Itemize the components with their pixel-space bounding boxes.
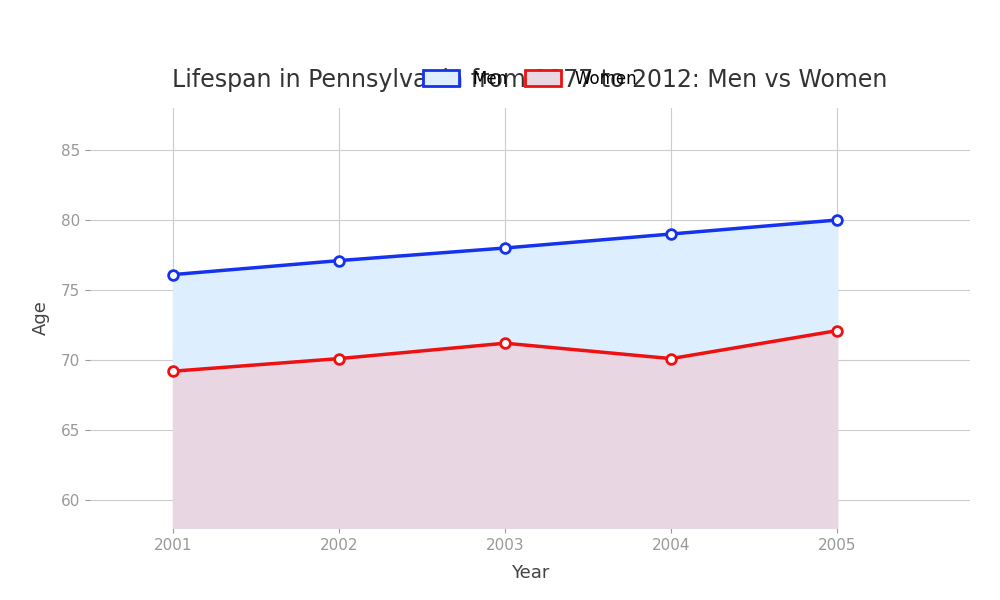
Title: Lifespan in Pennsylvania from 1977 to 2012: Men vs Women: Lifespan in Pennsylvania from 1977 to 20… <box>172 68 888 92</box>
Legend: Men, Women: Men, Women <box>414 62 646 97</box>
X-axis label: Year: Year <box>511 564 549 582</box>
Y-axis label: Age: Age <box>32 301 50 335</box>
